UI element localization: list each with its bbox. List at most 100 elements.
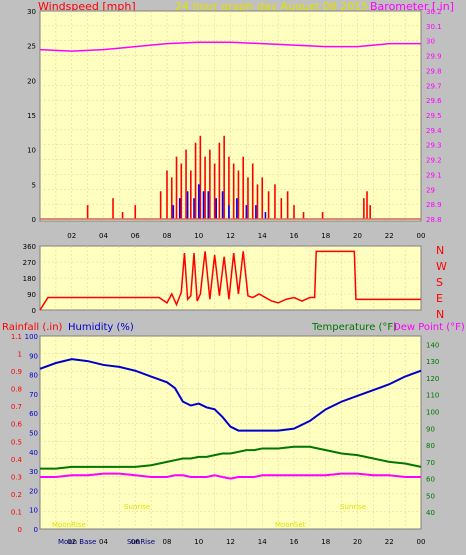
gust-bar — [178, 198, 181, 219]
hour-tick-label: 08 — [163, 232, 172, 240]
baro-tick-label: 29.4 — [426, 127, 442, 135]
rain-tick-label: 0.8 — [11, 386, 22, 394]
dew-point-axis-title: Dew Point (°F) — [393, 322, 465, 333]
hour-tick-label: 16 — [290, 538, 299, 546]
wind-bar — [369, 205, 371, 219]
humidity-tick-label: 10 — [29, 507, 38, 515]
compass-label: E — [436, 292, 443, 305]
baro-tick-label: 28.8 — [426, 216, 442, 224]
rain-tick-label: 0.5 — [11, 438, 22, 446]
wind-tick-label: 0 — [32, 216, 36, 224]
baro-tick-label: 29.8 — [426, 67, 442, 75]
moonset-label: MoonSet — [275, 521, 306, 529]
wind-bar — [366, 191, 368, 219]
wind-bar — [261, 177, 264, 219]
wind-grid — [40, 11, 421, 219]
hour-tick-label: 20 — [353, 538, 362, 546]
dew-point-line — [40, 472, 421, 480]
wind-tick-label: 10 — [27, 147, 36, 155]
hour-tick-label: 00 — [417, 232, 426, 240]
hour-tick-label: 22 — [385, 538, 394, 546]
hour-tick-label: 02 — [67, 232, 76, 240]
wind-tick-label: 20 — [27, 77, 36, 85]
baro-tick-label: 29.5 — [426, 112, 442, 120]
humidity-tick-label: 40 — [29, 449, 38, 457]
direction-tick-label: 90 — [27, 291, 36, 299]
wind-bar — [242, 156, 244, 219]
humidity-tick-label: 50 — [29, 430, 38, 438]
temp-tick-label: 110 — [426, 392, 439, 400]
baro-tick-label: 29.6 — [426, 97, 442, 105]
wind-bar — [170, 177, 173, 219]
wind-tick-label: 25 — [27, 43, 36, 51]
rain-tick-label: 0.1 — [11, 508, 22, 516]
windspeed-axis-title: Windspeed [mph] — [38, 0, 136, 13]
wind-bar — [166, 170, 168, 219]
wind-direction-line — [39, 250, 421, 311]
hour-tick-label: 12 — [226, 232, 235, 240]
hour-tick-label: 14 — [258, 538, 267, 546]
wind-bar — [280, 198, 283, 219]
temperature-axis-title: Temperature (°F) — [311, 322, 397, 333]
barometer-axis-title: Barometer [.in] — [370, 0, 454, 13]
wind-bar — [213, 163, 216, 219]
rain-tick-label: 0.2 — [11, 491, 22, 499]
gust-bar — [197, 184, 200, 219]
wind-bar — [237, 170, 240, 219]
humidity-tick-label: 80 — [29, 372, 38, 380]
wind-bar — [175, 156, 178, 219]
hour-tick-label: 10 — [194, 232, 203, 240]
temp-tick-label: 40 — [426, 509, 435, 517]
wind-bar — [267, 191, 270, 219]
gust-bar — [186, 191, 189, 219]
temp-tick-label: 70 — [426, 459, 435, 467]
temp-grid — [40, 336, 421, 529]
rain-tick-label: 0.6 — [11, 421, 23, 429]
baro-right-ticks: 28.8 28.9 29 29.1 29.2 29.3 29.4 29.5 29.6 29.7 29… — [426, 8, 442, 224]
temp-tick-label: 140 — [426, 341, 439, 349]
baro-tick-label: 30.1 — [426, 23, 442, 31]
hour-tick-label: 02 — [67, 538, 76, 546]
compass-label: N — [436, 244, 444, 257]
wind-tick-label: 30 — [27, 8, 36, 16]
humidity-axis-ticks: 0 10 20 30 40 50 60 70 80 90 100 — [25, 333, 38, 534]
wind-left-ticks: 0 5 10 15 20 25 30 — [27, 8, 36, 224]
gust-bar — [228, 205, 230, 219]
gust-bar — [264, 212, 267, 219]
direction-tick-label: 180 — [23, 275, 36, 283]
humidity-tick-label: 70 — [29, 391, 38, 399]
sunrise-bottom-label: SunRise — [127, 538, 155, 546]
hour-tick-label: 18 — [321, 538, 330, 546]
graph-date-title: 24 hour graph day August 08 2015 — [175, 0, 368, 13]
direction-tick-label: 360 — [23, 243, 36, 251]
barometer-line — [39, 41, 421, 52]
direction-grid — [40, 246, 421, 310]
compass-label: W — [436, 260, 447, 273]
rain-tick-label: 0 — [18, 526, 22, 534]
direction-tick-label: 270 — [23, 259, 36, 267]
rain-tick-label: 1 — [18, 351, 22, 359]
wind-bar — [293, 205, 295, 219]
wind-bars — [86, 135, 371, 219]
baro-tick-label: 29.7 — [426, 82, 442, 90]
baro-tick-label: 29.3 — [426, 142, 442, 150]
direction-tick-label: 0 — [32, 307, 36, 315]
rainfall-axis-title: Rainfall (.in) — [2, 322, 63, 333]
temperature-line — [40, 445, 422, 470]
baro-tick-label: 29.2 — [426, 157, 442, 165]
gust-bars — [172, 184, 267, 219]
hour-tick-label: 06 — [131, 232, 140, 240]
wind-bar — [247, 177, 249, 219]
gust-bar — [236, 198, 238, 219]
hour-tick-label: 08 — [163, 538, 172, 546]
temp-tick-label: 60 — [426, 476, 435, 484]
gust-bar — [245, 205, 248, 219]
wind-bar — [228, 156, 230, 219]
baro-tick-label: 29 — [426, 186, 435, 194]
wind-bar — [112, 198, 114, 219]
wind-bar — [274, 184, 276, 219]
gust-bar — [207, 191, 210, 219]
humidity-tick-label: 0 — [34, 526, 38, 534]
